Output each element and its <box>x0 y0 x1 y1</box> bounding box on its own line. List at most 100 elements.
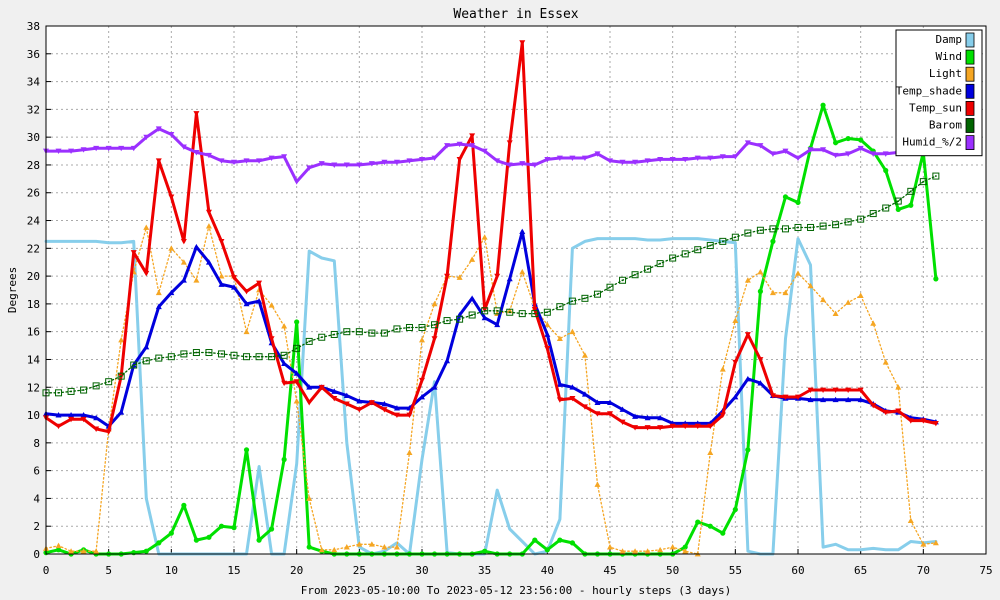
humid-2-point <box>155 126 162 132</box>
barom-point-dot <box>195 351 198 354</box>
barom-point <box>694 246 702 254</box>
light-point <box>544 321 551 328</box>
temp-sun-point <box>607 411 613 417</box>
temp-sun-point <box>431 336 438 342</box>
humid-2-point <box>757 143 764 149</box>
light-point <box>306 495 313 501</box>
humid-2-point <box>619 159 626 166</box>
humid-2-point <box>231 159 237 166</box>
humid-2-point <box>795 155 801 161</box>
barom-point <box>894 197 902 205</box>
temp-sun-point <box>932 420 939 427</box>
humid-2-point <box>769 151 776 157</box>
humid-2-point <box>870 151 877 157</box>
temp-shade-point <box>744 375 751 382</box>
barom-point <box>293 344 301 352</box>
barom-point-dot <box>684 253 686 255</box>
y-tick-label: 32 <box>27 103 40 116</box>
light-point <box>907 517 914 524</box>
series-line-light <box>45 225 937 555</box>
temp-sun-point <box>619 419 626 425</box>
temp-sun-point <box>669 423 676 430</box>
humid-2-point <box>381 159 388 166</box>
temp-sun-point <box>569 395 576 402</box>
wind-point <box>55 547 62 553</box>
wind-point <box>732 506 738 513</box>
light-point <box>782 289 789 296</box>
humid-2-point <box>644 158 651 164</box>
barom-point <box>481 307 489 315</box>
humid-2-point <box>93 145 100 152</box>
legend-label-wind: Wind <box>936 50 963 63</box>
light-point <box>857 292 864 298</box>
temp-sun-point <box>644 425 651 431</box>
barom-point <box>431 321 439 329</box>
barom-point <box>543 308 551 316</box>
series-layer <box>42 40 940 557</box>
temp-shade-point <box>632 413 639 419</box>
temp-sun-point <box>707 423 714 430</box>
wind-point <box>782 194 789 200</box>
barom-point <box>719 237 727 245</box>
x-tick-label: 55 <box>729 564 742 577</box>
light-point <box>932 539 939 546</box>
humid-2-point <box>531 162 538 168</box>
temp-sun-point <box>581 404 588 410</box>
barom-point <box>117 372 125 380</box>
wind-point <box>218 523 225 529</box>
light-point <box>581 352 588 358</box>
light-point <box>155 289 162 296</box>
temp-sun-point <box>281 380 288 387</box>
legend: Damp Wind Light Temp_shade Temp_sun Barom Humi… <box>895 29 983 157</box>
barom-point <box>493 307 501 315</box>
temp-sun-point <box>820 387 827 394</box>
barom-point <box>832 221 840 229</box>
barom-point-dot <box>333 333 336 336</box>
light-point <box>180 259 187 265</box>
wind-point <box>845 135 851 142</box>
barom-point-dot <box>483 310 486 312</box>
light-point <box>594 481 601 487</box>
temp-shade-point <box>218 281 225 287</box>
series-line-temp-sun <box>44 41 938 434</box>
x-tick-label: 25 <box>353 564 366 577</box>
temp-shade-point <box>293 370 300 376</box>
temp-sun-point <box>456 156 463 163</box>
barom-point-dot <box>471 314 473 316</box>
humid-2-point <box>719 154 726 160</box>
temp-sun-point <box>469 133 476 139</box>
temp-sun-point <box>494 273 501 280</box>
light-point <box>293 398 300 404</box>
light-point <box>744 277 751 283</box>
humid-2-point <box>268 155 275 161</box>
light-point <box>431 300 438 307</box>
barom-point <box>456 315 464 323</box>
barom-point <box>606 283 614 291</box>
humid-2-point <box>782 148 789 155</box>
barom-point-dot <box>433 323 436 326</box>
light-point <box>118 337 125 343</box>
humid-2-point <box>694 155 701 161</box>
humid-2-point <box>506 162 513 168</box>
temp-sun-point <box>331 395 338 402</box>
barom-point-dot <box>107 380 110 383</box>
humid-2-point <box>544 156 551 163</box>
temp-shade-point <box>419 393 425 400</box>
temp-sun-point <box>795 394 801 400</box>
wind-point <box>820 102 826 108</box>
y-axis-label: Degrees <box>6 267 19 313</box>
barom-point <box>882 204 890 212</box>
humid-2-point <box>205 152 212 159</box>
barom-point <box>581 294 589 302</box>
temp-sun-point <box>832 387 839 394</box>
wind-point <box>544 547 550 553</box>
barom-point <box>105 378 113 386</box>
humid-2-point <box>657 156 664 163</box>
humid-2-point <box>494 158 501 164</box>
humid-2-point <box>481 148 488 155</box>
light-point <box>481 234 488 240</box>
y-tick-label: 28 <box>27 159 40 172</box>
barom-point <box>744 229 752 237</box>
temp-sun-point <box>393 412 400 419</box>
legend-swatch-damp <box>965 32 975 48</box>
